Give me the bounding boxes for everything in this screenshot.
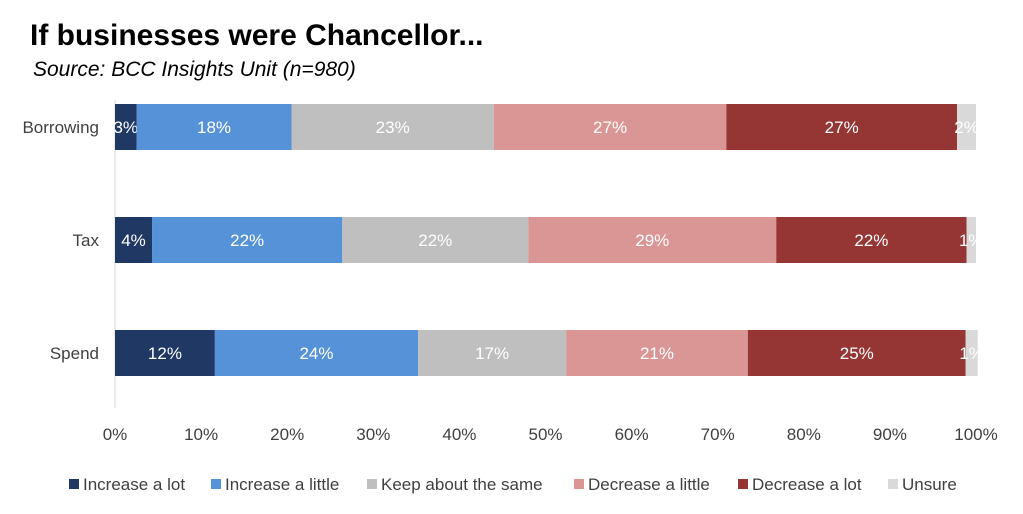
category-label: Tax <box>73 231 100 250</box>
data-label: 22% <box>854 231 888 250</box>
data-label: 22% <box>230 231 264 250</box>
bar-segment <box>776 217 967 263</box>
data-label: 12% <box>148 344 182 363</box>
legend-swatch <box>367 479 377 489</box>
bar-segment <box>115 330 215 376</box>
bar-segment <box>957 104 976 150</box>
x-tick-label: 20% <box>270 425 304 444</box>
category-label: Spend <box>50 344 99 363</box>
legend-swatch <box>211 479 221 489</box>
legend-label: Keep about the same <box>381 475 543 494</box>
x-tick-label: 60% <box>615 425 649 444</box>
x-tick-label: 90% <box>873 425 907 444</box>
data-label: 4% <box>121 231 146 250</box>
x-tick-label: 50% <box>528 425 562 444</box>
bar-segment <box>136 104 292 150</box>
data-label: 29% <box>635 231 669 250</box>
legend-swatch <box>738 479 748 489</box>
x-tick-label: 10% <box>184 425 218 444</box>
data-label: 22% <box>418 231 452 250</box>
x-tick-label: 0% <box>103 425 128 444</box>
bar-segment <box>726 104 958 150</box>
bar-segment <box>566 330 748 376</box>
legend-swatch <box>888 479 898 489</box>
category-label: Borrowing <box>22 118 99 137</box>
data-label: 25% <box>840 344 874 363</box>
bar-segment <box>115 104 137 150</box>
bar-segment <box>493 104 727 150</box>
data-label: 23% <box>376 118 410 137</box>
x-tick-label: 40% <box>442 425 476 444</box>
legend-label: Decrease a little <box>588 475 710 494</box>
chart-title: If businesses were Chancellor... <box>30 19 484 52</box>
chart-subtitle: Source: BCC Insights Unit (n=980) <box>33 58 356 81</box>
bar-segment <box>747 330 966 376</box>
legend-label: Increase a lot <box>83 475 185 494</box>
legend-label: Decrease a lot <box>752 475 862 494</box>
legend-label: Increase a little <box>225 475 339 494</box>
x-tick-label: 70% <box>701 425 735 444</box>
data-label: 27% <box>825 118 859 137</box>
bar-segment <box>966 217 976 263</box>
data-label: 1% <box>959 231 984 250</box>
data-label: 3% <box>113 118 138 137</box>
x-tick-label: 30% <box>356 425 390 444</box>
bar-segment <box>528 217 777 263</box>
x-tick-label: 80% <box>787 425 821 444</box>
bar-segment <box>965 330 978 376</box>
data-label: 2% <box>954 118 979 137</box>
x-tick-label: 100% <box>954 425 997 444</box>
data-label: 17% <box>475 344 509 363</box>
bar-segment <box>152 217 343 263</box>
bar-segment <box>291 104 494 150</box>
bar-segment <box>418 330 567 376</box>
bar-segment <box>214 330 419 376</box>
data-label: 1% <box>959 344 984 363</box>
legend-label: Unsure <box>902 475 957 494</box>
data-label: 27% <box>593 118 627 137</box>
data-label: 24% <box>299 344 333 363</box>
data-label: 18% <box>197 118 231 137</box>
legend-swatch <box>574 479 584 489</box>
legend-swatch <box>69 479 79 489</box>
bar-segment <box>342 217 529 263</box>
bar-segment <box>115 217 153 263</box>
data-label: 21% <box>640 344 674 363</box>
